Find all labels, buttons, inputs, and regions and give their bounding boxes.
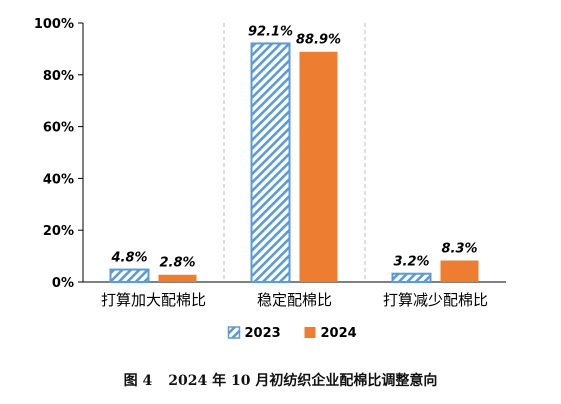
legend-swatch-2023 [227, 326, 241, 339]
chart-bars [109, 42, 479, 284]
chart-legend: 2023 2024 [227, 326, 357, 341]
figure-title: 2024 年 10 月初纺织企业配棉比调整意向 [168, 373, 438, 389]
x-tick-label: 打算加大配棉比 [101, 291, 206, 309]
bar-chart: 0% 20% 40% 60% 80% 100% 4.8% 2.8% 92.1%88.9% 3.2… [34, 17, 506, 341]
legend-label-2024: 2024 [321, 326, 357, 341]
figure-caption: 图 4 2024 年 10 月初纺织企业配棉比调整意向 [0, 370, 561, 390]
legend-swatch-2024 [304, 327, 316, 338]
figure-label: 图 4 [123, 373, 153, 389]
y-tick-label: 20% [43, 224, 74, 239]
x-tick-label: 打算减少配棉比 [383, 291, 488, 309]
data-label-2024-2: 8.3% [441, 242, 477, 257]
data-label-2023-2: 3.2% [393, 255, 429, 270]
chart-data-labels: 4.8% 2.8% 92.1%88.9% 3.2% 8.3% [110, 24, 477, 270]
legend-label-2023: 2023 [245, 326, 281, 341]
chart-gridlines [223, 23, 366, 282]
data-label-2024-1: 88.9% [296, 33, 341, 48]
bar-2024-0 [158, 274, 197, 282]
y-tick-label: 60% [43, 121, 74, 136]
x-axis-ticks: 打算加大配棉比 稳定配棉比 打算减少配棉比 [101, 291, 488, 309]
chart-axes [82, 23, 506, 283]
data-label-2024-0: 2.8% [159, 256, 195, 271]
y-tick-label: 80% [43, 69, 74, 84]
y-tick-label: 100% [34, 17, 74, 32]
bar-2023-0 [109, 268, 150, 283]
bar-2023-1 [250, 42, 291, 283]
data-label-2023-0: 4.8% [110, 251, 147, 266]
bar-2023-2 [391, 272, 432, 284]
data-label-2023-1: 92.1% [248, 24, 293, 39]
y-tick-label: 0% [52, 276, 74, 291]
y-tick-label: 40% [43, 172, 74, 187]
y-axis-ticks: 0% 20% 40% 60% 80% 100% [34, 17, 83, 291]
bar-2024-2 [440, 260, 479, 282]
bar-2024-1 [299, 51, 338, 283]
x-tick-label: 稳定配棉比 [257, 291, 332, 309]
